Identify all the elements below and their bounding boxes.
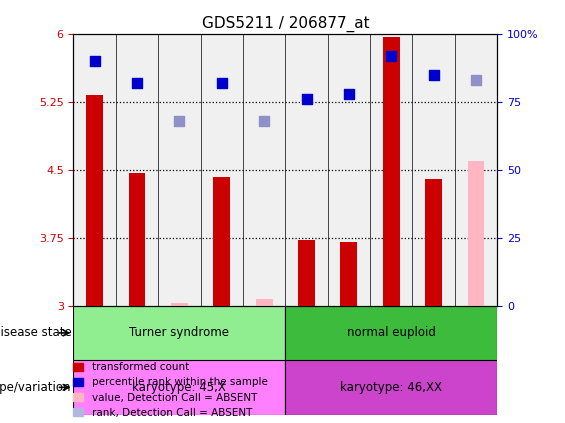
Point bbox=[175, 118, 184, 124]
Point bbox=[90, 58, 99, 64]
Bar bbox=[128, 173, 145, 306]
Point bbox=[429, 71, 438, 78]
FancyBboxPatch shape bbox=[73, 306, 285, 360]
Bar bbox=[425, 179, 442, 306]
Text: karyotype: 46,XX: karyotype: 46,XX bbox=[340, 381, 442, 394]
Point bbox=[344, 90, 354, 97]
Point bbox=[259, 118, 269, 124]
FancyBboxPatch shape bbox=[285, 306, 497, 360]
Text: Turner syndrome: Turner syndrome bbox=[129, 327, 229, 340]
Title: GDS5211 / 206877_at: GDS5211 / 206877_at bbox=[202, 16, 369, 33]
FancyBboxPatch shape bbox=[73, 360, 285, 415]
Point bbox=[471, 77, 480, 83]
Point bbox=[132, 80, 141, 86]
Point bbox=[386, 52, 396, 59]
Bar bbox=[255, 299, 273, 306]
Bar bbox=[214, 177, 231, 306]
Bar bbox=[86, 96, 103, 306]
Bar bbox=[468, 161, 485, 306]
Bar bbox=[383, 36, 399, 306]
Text: karyotype: 45,X: karyotype: 45,X bbox=[132, 381, 227, 394]
Bar bbox=[171, 303, 188, 306]
Text: normal euploid: normal euploid bbox=[347, 327, 436, 340]
Point bbox=[302, 96, 311, 102]
Text: genotype/variation: genotype/variation bbox=[0, 381, 71, 394]
FancyBboxPatch shape bbox=[285, 360, 497, 415]
Bar bbox=[298, 239, 315, 306]
Legend: transformed count, percentile rank within the sample, value, Detection Call = AB: transformed count, percentile rank withi… bbox=[73, 362, 268, 418]
Bar bbox=[340, 242, 358, 306]
Text: disease state: disease state bbox=[0, 327, 71, 340]
Point bbox=[217, 80, 226, 86]
